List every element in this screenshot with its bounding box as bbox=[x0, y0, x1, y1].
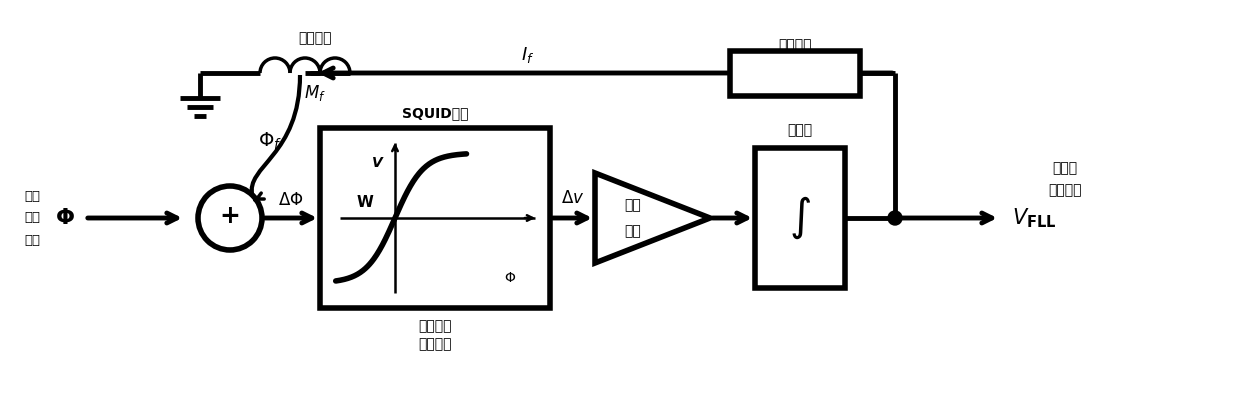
Text: 输入: 输入 bbox=[24, 233, 40, 246]
Text: V: V bbox=[372, 156, 382, 170]
Bar bbox=[755, 148, 844, 288]
Text: $\Phi$: $\Phi$ bbox=[503, 271, 516, 285]
Circle shape bbox=[888, 211, 901, 225]
Text: 传感器: 传感器 bbox=[1053, 161, 1078, 175]
Text: $\Delta v$: $\Delta v$ bbox=[560, 189, 584, 207]
Polygon shape bbox=[595, 173, 711, 263]
Text: $\int$: $\int$ bbox=[789, 195, 811, 241]
Text: $\mathbf{\Phi}$: $\mathbf{\Phi}$ bbox=[55, 208, 74, 228]
Text: $M_f$: $M_f$ bbox=[304, 83, 326, 103]
Text: 磁通: 磁通 bbox=[24, 211, 40, 224]
Text: 反馈电感: 反馈电感 bbox=[299, 31, 332, 45]
Text: +: + bbox=[219, 204, 241, 228]
Text: 工作点处: 工作点处 bbox=[418, 319, 451, 333]
Text: $V_{\mathbf{FLL}}$: $V_{\mathbf{FLL}}$ bbox=[1012, 206, 1056, 230]
Text: 被测: 被测 bbox=[24, 189, 40, 202]
Text: 积分器: 积分器 bbox=[787, 123, 812, 137]
Bar bbox=[320, 128, 551, 308]
Text: W: W bbox=[357, 195, 373, 211]
Text: $I_f$: $I_f$ bbox=[521, 45, 534, 65]
Text: 电压输出: 电压输出 bbox=[1048, 183, 1081, 197]
Text: 传输特性: 传输特性 bbox=[418, 337, 451, 351]
Text: $\Phi_f$: $\Phi_f$ bbox=[258, 130, 281, 152]
Text: 反馈电阻: 反馈电阻 bbox=[779, 38, 812, 52]
Text: SQUID器件: SQUID器件 bbox=[402, 106, 469, 120]
Bar bbox=[730, 51, 861, 95]
Text: $\Delta\Phi$: $\Delta\Phi$ bbox=[278, 191, 304, 209]
Text: 放大: 放大 bbox=[625, 224, 641, 238]
Text: 前置: 前置 bbox=[625, 198, 641, 212]
